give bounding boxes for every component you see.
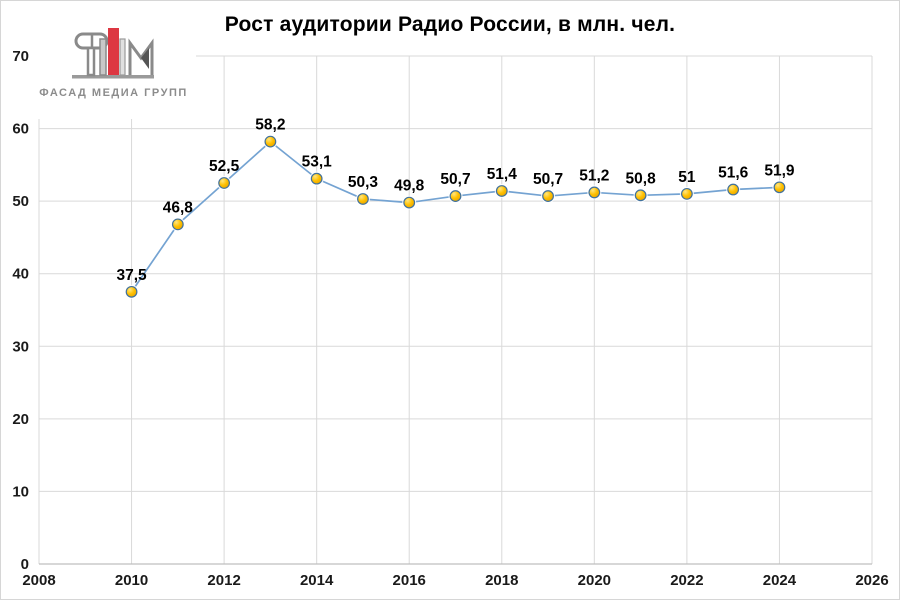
data-point-marker bbox=[495, 185, 508, 197]
y-tick-label: 50 bbox=[12, 193, 29, 210]
data-point-label: 37,5 bbox=[116, 267, 147, 284]
y-tick-label: 0 bbox=[21, 556, 29, 573]
data-point-label: 51,9 bbox=[764, 162, 795, 179]
logo-m-triangle bbox=[140, 48, 149, 69]
x-tick-label: 2020 bbox=[578, 572, 611, 589]
logo-stem bbox=[86, 46, 95, 77]
data-point-marker bbox=[264, 135, 277, 148]
data-point-marker bbox=[727, 183, 740, 196]
data-point-label: 50,7 bbox=[440, 171, 470, 188]
data-point-label: 49,8 bbox=[394, 178, 425, 195]
data-point-label: 50,8 bbox=[626, 170, 657, 187]
data-point-label: 50,3 bbox=[348, 174, 379, 191]
data-point-label: 51,2 bbox=[579, 167, 609, 184]
logo-light-column bbox=[118, 38, 126, 76]
data-point-marker bbox=[218, 177, 231, 189]
data-point-marker bbox=[542, 190, 554, 202]
series-markers bbox=[124, 134, 787, 299]
x-tick-label: 2014 bbox=[300, 572, 334, 589]
logo: ФАСАД МЕДИА ГРУПП bbox=[31, 23, 196, 119]
y-tick-label: 20 bbox=[12, 411, 29, 428]
axis-tick-labels: 0 10 20 30 40 50 60 70 2008 2010 2012 2014 2016 2018 2… bbox=[12, 48, 888, 589]
x-tick-label: 2022 bbox=[670, 572, 703, 589]
x-tick-label: 2012 bbox=[207, 572, 240, 589]
data-point-marker bbox=[588, 186, 601, 199]
logo-red-column bbox=[107, 28, 119, 75]
data-point-label: 46,8 bbox=[163, 199, 194, 216]
x-tick-label: 2018 bbox=[485, 572, 518, 589]
data-point-marker bbox=[634, 189, 647, 202]
data-point-label: 51,4 bbox=[487, 166, 518, 183]
data-point-marker bbox=[310, 172, 323, 185]
data-point-marker bbox=[171, 218, 184, 231]
logo-base-bar bbox=[71, 75, 154, 79]
data-point-label: 50,7 bbox=[533, 171, 563, 188]
logo-text: ФАСАД МЕДИА ГРУПП bbox=[39, 87, 188, 99]
data-point-label: 51 bbox=[678, 169, 696, 186]
y-tick-label: 70 bbox=[12, 48, 29, 65]
gridlines bbox=[38, 55, 873, 564]
x-tick-label: 2010 bbox=[115, 572, 148, 589]
data-point-marker bbox=[125, 285, 138, 298]
data-point-marker bbox=[449, 190, 462, 202]
data-point-marker bbox=[403, 196, 416, 209]
logo-gray-column bbox=[98, 38, 107, 76]
y-tick-label: 30 bbox=[12, 338, 29, 355]
x-tick-label: 2008 bbox=[22, 572, 55, 589]
data-point-marker bbox=[357, 193, 369, 205]
data-point-marker bbox=[773, 181, 786, 194]
x-tick-label: 2024 bbox=[763, 572, 797, 589]
y-tick-label: 60 bbox=[12, 121, 29, 138]
data-point-label: 53,1 bbox=[302, 154, 333, 171]
x-tick-label: 2016 bbox=[393, 572, 426, 589]
y-tick-label: 10 bbox=[12, 483, 29, 500]
data-point-label: 52,5 bbox=[209, 158, 240, 175]
x-tick-label: 2026 bbox=[855, 572, 888, 589]
data-labels: 37,5 46,8 52,5 58,2 53,1 50,3 49,8 50,7 51,4 50,7… bbox=[116, 117, 794, 284]
data-point-label: 58,2 bbox=[255, 117, 285, 134]
y-tick-label: 40 bbox=[12, 266, 29, 283]
data-point-label: 51,6 bbox=[718, 165, 749, 182]
data-point-marker bbox=[680, 187, 693, 200]
chart-title: Рост аудитории Радио России, в млн. чел. bbox=[224, 13, 676, 36]
fasad-media-logo-icon bbox=[71, 28, 154, 79]
